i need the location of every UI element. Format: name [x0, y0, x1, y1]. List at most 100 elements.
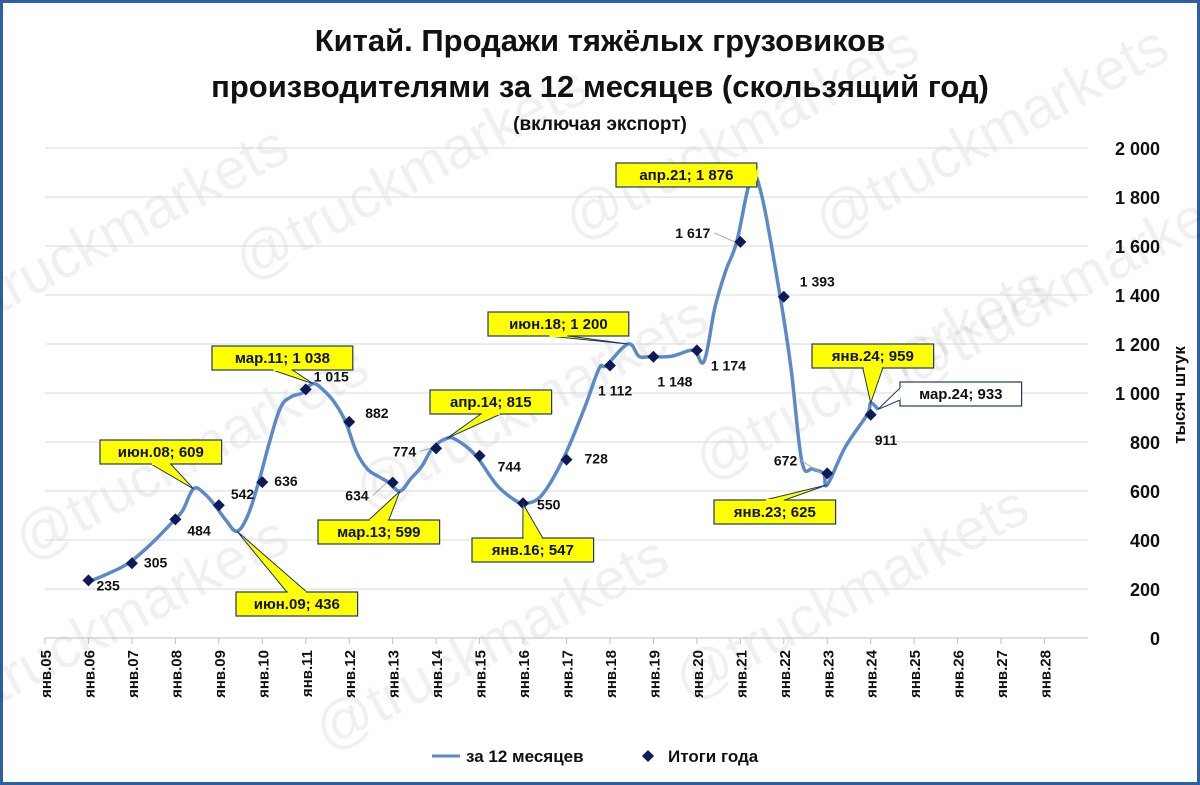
marker-label-leader [419, 447, 431, 452]
year-total-label: 728 [585, 451, 609, 467]
year-total-marker [473, 449, 486, 462]
y-axis-label: тысяч штук [1170, 346, 1189, 444]
year-total-label: 1 148 [657, 374, 692, 390]
x-tick-label: янв.23 [820, 650, 837, 698]
x-tick-label: янв.07 [125, 650, 142, 698]
year-total-label: 1 015 [314, 368, 349, 384]
x-tick-label: янв.10 [255, 650, 272, 698]
marker-label-leader [800, 459, 822, 474]
callout-text: мар.11; 1 038 [235, 350, 330, 367]
x-tick-label: янв.26 [951, 650, 968, 698]
legend-line-label: за 12 месяцев [466, 747, 584, 766]
callout-text: июн.09; 436 [254, 596, 340, 613]
x-tick-label: янв.16 [516, 650, 533, 698]
callout-text: апр.14; 815 [450, 394, 532, 411]
year-total-marker [603, 359, 616, 372]
x-axis: янв.05 янв.06 янв.07 янв.08 янв.09 янв.10 янв.… [38, 638, 1055, 698]
year-total-label: 636 [274, 473, 298, 489]
year-total-marker [386, 476, 399, 489]
x-tick-label: янв.22 [777, 650, 794, 698]
x-tick-label: янв.20 [690, 650, 707, 698]
x-tick-label: янв.09 [212, 650, 229, 698]
callout-box [713, 499, 837, 525]
y-tick-label: 1 400 [1115, 286, 1160, 306]
x-tick-label: янв.08 [168, 650, 185, 698]
year-total-marker [343, 415, 356, 428]
callout-box [471, 537, 595, 563]
year-total-marker [647, 350, 660, 363]
y-tick-label: 1 000 [1115, 384, 1160, 404]
year-total-marker [864, 408, 877, 421]
year-total-label: 774 [393, 443, 417, 459]
y-tick-label: 200 [1130, 580, 1160, 600]
y-tick-label: 1 600 [1115, 237, 1160, 257]
year-total-marker [256, 476, 269, 489]
year-total-label: 1 393 [800, 274, 835, 290]
marker-label-leader [372, 482, 388, 497]
year-total-marker [734, 235, 747, 248]
year-total-marker [212, 499, 225, 512]
callout-text: янв.24; 959 [832, 348, 914, 365]
legend-marker-label: Итоги года [668, 747, 759, 766]
chart-title-line1: Китай. Продажи тяжёлых грузовиков [314, 23, 886, 58]
year-total-label: 542 [231, 486, 255, 502]
x-tick-label: янв.14 [429, 649, 446, 698]
callout-text: июн.18; 1 200 [509, 316, 608, 333]
x-tick-label: янв.27 [994, 650, 1011, 698]
legend: за 12 месяцев Итоги года [432, 747, 759, 766]
x-tick-label: янв.19 [646, 650, 663, 698]
callout-box [811, 343, 935, 369]
y-tick-label: 1 200 [1115, 335, 1160, 355]
callout-box [99, 439, 223, 465]
year-total-label: 484 [187, 522, 211, 538]
title-block: Китай. Продажи тяжёлых грузовиков произв… [0, 18, 1200, 136]
year-total-label: 550 [537, 496, 561, 512]
x-tick-label: янв.13 [386, 650, 403, 698]
y-tick-label: 2 000 [1115, 139, 1160, 159]
callout-text: янв.23; 625 [734, 504, 816, 521]
callout-text: янв.16; 547 [492, 542, 574, 559]
year-total-label: 1 112 [598, 383, 632, 399]
year-total-marker [560, 453, 573, 466]
x-tick-label: янв.24 [864, 649, 881, 698]
y-tick-label: 1 800 [1115, 188, 1160, 208]
x-tick-label: янв.25 [907, 650, 924, 698]
year-total-label: 744 [498, 459, 522, 475]
callout-seam [754, 168, 759, 182]
x-tick-label: янв.17 [560, 650, 577, 698]
year-total-marker [169, 513, 182, 526]
callout-text: апр.21; 1 876 [639, 167, 733, 184]
legend-marker-swatch [642, 750, 654, 762]
callout-text: мар.24; 933 [919, 386, 1002, 403]
year-total-marker [125, 557, 138, 570]
year-total-marker [777, 290, 790, 303]
year-total-marker [82, 574, 95, 587]
callout-box [211, 345, 354, 371]
year-total-label: 1 174 [711, 357, 746, 373]
year-total-label: 305 [144, 554, 168, 570]
year-total-marker [430, 442, 443, 455]
callout-pointer [764, 484, 828, 501]
year-total-label: 882 [365, 405, 389, 421]
year-total-label: 634 [345, 488, 369, 504]
x-tick-label: янв.15 [473, 650, 490, 698]
callout-labels: июн.08; 609 июн.09; 436 мар.11; 1 038 мар.1… [99, 162, 1023, 617]
x-tick-label: янв.21 [733, 650, 750, 698]
y-tick-label: 600 [1130, 482, 1160, 502]
y-axis: 0 200 400 600 800 1 000 1 200 1 400 1 600 1 800 2 … [1115, 139, 1160, 649]
callout-text: мар.13; 599 [337, 524, 420, 541]
chart-title-line2: производителями за 12 месяцев (скользящи… [211, 69, 989, 104]
x-tick-label: янв.05 [38, 650, 55, 698]
chart-subtitle: (включая экспорт) [513, 114, 687, 135]
callout-text: июн.08; 609 [118, 444, 204, 461]
year-total-label: 1 617 [675, 225, 710, 241]
year-total-label: 672 [774, 452, 798, 468]
y-tick-label: 0 [1150, 629, 1160, 649]
y-tick-label: 400 [1130, 531, 1160, 551]
year-total-marker [690, 344, 703, 357]
callout-box [487, 311, 630, 337]
x-tick-label: янв.28 [1038, 650, 1055, 698]
year-total-marker [299, 383, 312, 396]
series-year-totals: 235 305 484 542 636 1 015 882 634 774 744 550 728 1 … [82, 225, 898, 593]
